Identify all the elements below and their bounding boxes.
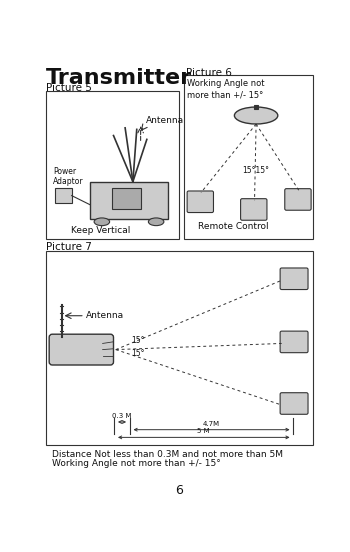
Ellipse shape <box>148 218 164 226</box>
Bar <box>112 188 141 209</box>
Text: Remote Control: Remote Control <box>198 222 268 231</box>
Text: Working Angle not
more than +/- 15°: Working Angle not more than +/- 15° <box>187 79 265 99</box>
Text: 15°: 15° <box>131 349 145 358</box>
FancyBboxPatch shape <box>280 392 308 415</box>
Text: 6: 6 <box>175 484 183 497</box>
Text: 15°15°: 15°15° <box>242 166 269 174</box>
Ellipse shape <box>234 107 278 124</box>
FancyBboxPatch shape <box>49 334 113 365</box>
FancyBboxPatch shape <box>285 189 311 210</box>
Text: 15°: 15° <box>131 336 145 345</box>
Text: Power
Adaptor: Power Adaptor <box>53 167 84 187</box>
Text: Distance Not less than 0.3M and not more than 5M: Distance Not less than 0.3M and not more… <box>52 450 283 459</box>
Text: Keep Vertical: Keep Vertical <box>71 226 131 235</box>
Text: Picture 5: Picture 5 <box>46 83 92 93</box>
Bar <box>254 105 258 109</box>
FancyBboxPatch shape <box>280 268 308 290</box>
Text: 4.7M: 4.7M <box>203 421 220 427</box>
Text: Transmitter: Transmitter <box>46 68 192 88</box>
Ellipse shape <box>94 218 110 226</box>
FancyBboxPatch shape <box>240 199 267 220</box>
Bar <box>46 91 179 238</box>
Text: Antenna: Antenna <box>86 311 125 320</box>
Text: 5 M: 5 M <box>197 428 210 434</box>
Text: Working Angle not more than +/- 15°: Working Angle not more than +/- 15° <box>52 459 221 468</box>
Bar <box>55 188 72 203</box>
FancyBboxPatch shape <box>187 191 214 213</box>
Bar <box>90 182 168 219</box>
Text: Picture 6: Picture 6 <box>186 68 231 78</box>
Text: Picture 7: Picture 7 <box>46 242 92 252</box>
Text: 0.3 M: 0.3 M <box>112 413 132 419</box>
FancyBboxPatch shape <box>280 331 308 353</box>
Text: Antenna: Antenna <box>146 116 184 125</box>
Bar <box>184 76 313 238</box>
Bar <box>46 251 313 445</box>
